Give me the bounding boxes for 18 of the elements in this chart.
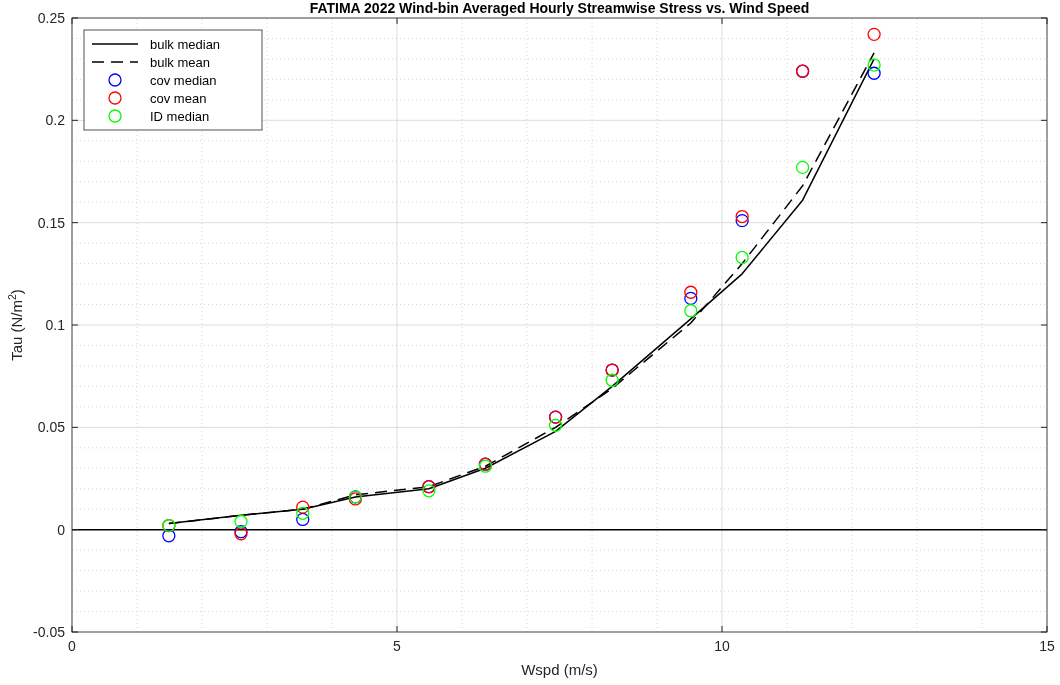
legend-label: bulk mean	[150, 55, 210, 70]
legend-label: cov median	[150, 73, 217, 88]
x-axis-title: Wspd (m/s)	[521, 661, 598, 678]
y-tick-label: 0.05	[37, 419, 66, 436]
y-tick-label: 0.15	[37, 214, 66, 231]
legend-label: ID median	[150, 109, 210, 124]
x-tick-label: 15	[1039, 638, 1055, 654]
x-tick-label: 5	[393, 638, 402, 654]
y-tick-label: 0.25	[37, 10, 66, 26]
x-tick-label: 10	[714, 638, 730, 654]
y-tick-label: 0.1	[45, 317, 66, 333]
y-tick-label: 0.2	[45, 112, 66, 129]
y-tick-label: -0.05	[33, 624, 66, 640]
chart-title: FATIMA 2022 Wind-bin Averaged Hourly Streamwise Stress vs. Wind Speed	[309, 0, 810, 16]
legend-label: bulk median	[150, 37, 221, 52]
y-tick-label: 0	[57, 521, 66, 538]
x-tick-label: 0	[68, 638, 77, 654]
legend-label: cov mean	[150, 91, 207, 106]
